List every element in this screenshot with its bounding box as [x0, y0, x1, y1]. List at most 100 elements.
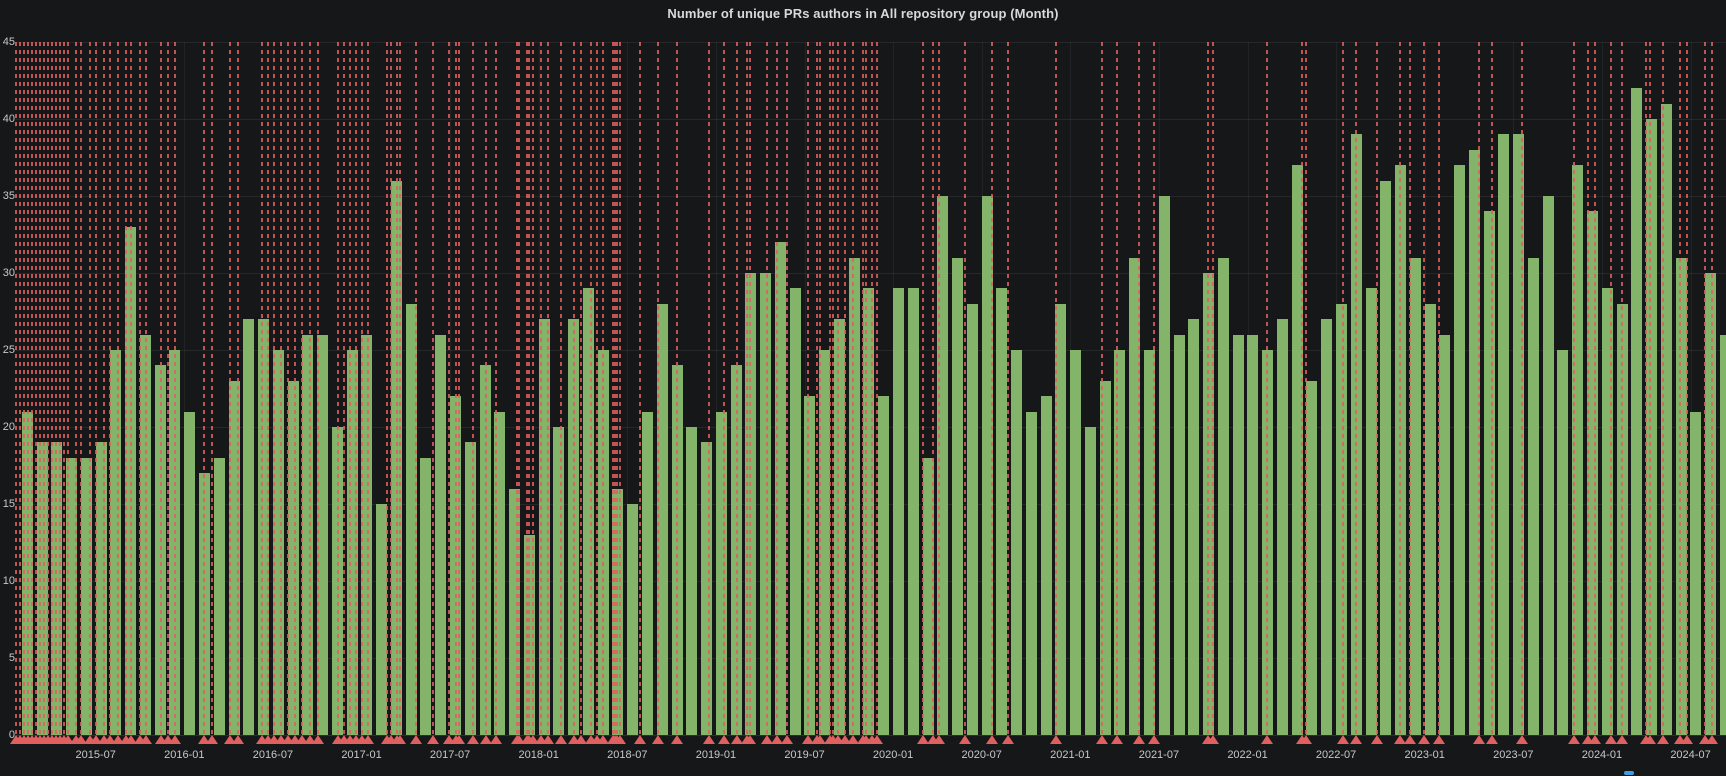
annotation-marker-icon[interactable]: [771, 735, 783, 744]
annotation-line[interactable]: [47, 42, 49, 735]
bar-2022-12[interactable]: [1409, 257, 1421, 735]
annotation-line[interactable]: [657, 42, 659, 735]
annotation-marker-icon[interactable]: [555, 735, 567, 744]
bar-2017-02[interactable]: [376, 504, 388, 735]
bar-2022-09[interactable]: [1365, 288, 1377, 735]
bar-2019-10[interactable]: [848, 257, 860, 735]
annotation-line[interactable]: [1342, 42, 1344, 735]
bar-2016-03[interactable]: [213, 457, 225, 735]
bar-2021-07[interactable]: [1158, 196, 1170, 735]
annotation-line[interactable]: [766, 42, 768, 735]
annotation-line[interactable]: [1055, 42, 1057, 735]
bar-2024-08[interactable]: [1705, 273, 1717, 735]
annotation-line[interactable]: [676, 42, 678, 735]
bar-2020-12[interactable]: [1055, 303, 1067, 735]
annotation-marker-icon[interactable]: [718, 735, 730, 744]
annotation-line[interactable]: [1662, 42, 1664, 735]
bar-2020-09[interactable]: [1011, 350, 1023, 735]
annotation-line[interactable]: [145, 42, 147, 735]
annotation-marker-icon[interactable]: [206, 735, 218, 744]
annotation-line[interactable]: [1101, 42, 1103, 735]
annotation-marker-icon[interactable]: [614, 735, 626, 744]
annotation-marker-icon[interactable]: [814, 735, 826, 744]
annotation-line[interactable]: [309, 42, 311, 735]
annotation-line[interactable]: [1711, 42, 1713, 735]
annotation-line[interactable]: [174, 42, 176, 735]
annotation-line[interactable]: [1594, 42, 1596, 735]
annotation-line[interactable]: [367, 42, 369, 735]
annotation-marker-icon[interactable]: [1644, 735, 1656, 744]
annotation-line[interactable]: [518, 42, 520, 735]
annotation-line[interactable]: [723, 42, 725, 735]
bar-2016-04[interactable]: [228, 380, 240, 735]
annotation-line[interactable]: [540, 42, 542, 735]
annotation-marker-icon[interactable]: [427, 735, 439, 744]
annotation-line[interactable]: [237, 42, 239, 735]
bar-2023-02[interactable]: [1439, 334, 1451, 735]
bar-2024-05[interactable]: [1660, 103, 1672, 735]
bar-2024-03[interactable]: [1631, 88, 1643, 735]
annotation-marker-icon[interactable]: [1706, 735, 1718, 744]
annotation-line[interactable]: [865, 42, 867, 735]
annotation-line[interactable]: [560, 42, 562, 735]
annotation-marker-icon[interactable]: [1589, 735, 1601, 744]
annotation-line[interactable]: [117, 42, 119, 735]
annotation-line[interactable]: [267, 42, 269, 735]
annotation-line[interactable]: [343, 42, 345, 735]
bar-2020-10[interactable]: [1025, 411, 1037, 735]
annotation-line[interactable]: [819, 42, 821, 735]
bar-2019-07[interactable]: [804, 396, 816, 735]
annotation-line[interactable]: [458, 42, 460, 735]
annotation-line[interactable]: [816, 42, 818, 735]
annotation-line[interactable]: [390, 42, 392, 735]
bar-2022-05[interactable]: [1306, 380, 1318, 735]
bar-2023-12[interactable]: [1586, 211, 1598, 735]
annotation-marker-icon[interactable]: [781, 735, 793, 744]
annotation-line[interactable]: [1409, 42, 1411, 735]
annotation-line[interactable]: [1423, 42, 1425, 735]
annotation-line[interactable]: [495, 42, 497, 735]
bar-2019-11[interactable]: [863, 288, 875, 735]
annotation-marker-icon[interactable]: [1582, 735, 1594, 744]
annotation-marker-icon[interactable]: [1404, 735, 1416, 744]
annotation-line[interactable]: [203, 42, 205, 735]
annotation-marker-icon[interactable]: [289, 735, 301, 744]
annotation-line[interactable]: [639, 42, 641, 735]
annotation-marker-icon[interactable]: [104, 735, 116, 744]
bar-2021-05[interactable]: [1129, 257, 1141, 735]
bar-2018-07[interactable]: [627, 504, 639, 735]
annotation-marker-icon[interactable]: [1096, 735, 1108, 744]
bar-2019-08[interactable]: [819, 350, 831, 735]
annotation-line[interactable]: [399, 42, 401, 735]
annotation-marker-icon[interactable]: [62, 735, 74, 744]
annotation-line[interactable]: [829, 42, 831, 735]
bar-2018-02[interactable]: [553, 427, 565, 735]
annotation-marker-icon[interactable]: [535, 735, 547, 744]
bar-2020-08[interactable]: [996, 288, 1008, 735]
annotation-marker-icon[interactable]: [839, 735, 851, 744]
bar-2020-04[interactable]: [937, 196, 949, 735]
annotation-line[interactable]: [526, 42, 528, 735]
bar-2017-11[interactable]: [509, 488, 521, 735]
bar-2019-01[interactable]: [715, 411, 727, 735]
annotation-line[interactable]: [1491, 42, 1493, 735]
annotation-marker-icon[interactable]: [1568, 735, 1580, 744]
bar-2020-02[interactable]: [907, 288, 919, 735]
annotation-line[interactable]: [43, 42, 45, 735]
annotation-line[interactable]: [1355, 42, 1357, 735]
annotation-line[interactable]: [1116, 42, 1118, 735]
bar-2019-12[interactable]: [878, 396, 890, 735]
annotation-marker-icon[interactable]: [1111, 735, 1123, 744]
bar-2022-04[interactable]: [1291, 165, 1303, 735]
annotation-marker-icon[interactable]: [513, 735, 525, 744]
annotation-line[interactable]: [294, 42, 296, 735]
annotation-line[interactable]: [1376, 42, 1378, 735]
bar-2016-01[interactable]: [184, 411, 196, 735]
annotation-marker-icon[interactable]: [847, 735, 859, 744]
annotation-marker-icon[interactable]: [410, 735, 422, 744]
annotation-line[interactable]: [786, 42, 788, 735]
bar-2024-06[interactable]: [1675, 257, 1687, 735]
annotation-line[interactable]: [1212, 42, 1214, 735]
annotation-marker-icon[interactable]: [802, 735, 814, 744]
annotation-line[interactable]: [160, 42, 162, 735]
